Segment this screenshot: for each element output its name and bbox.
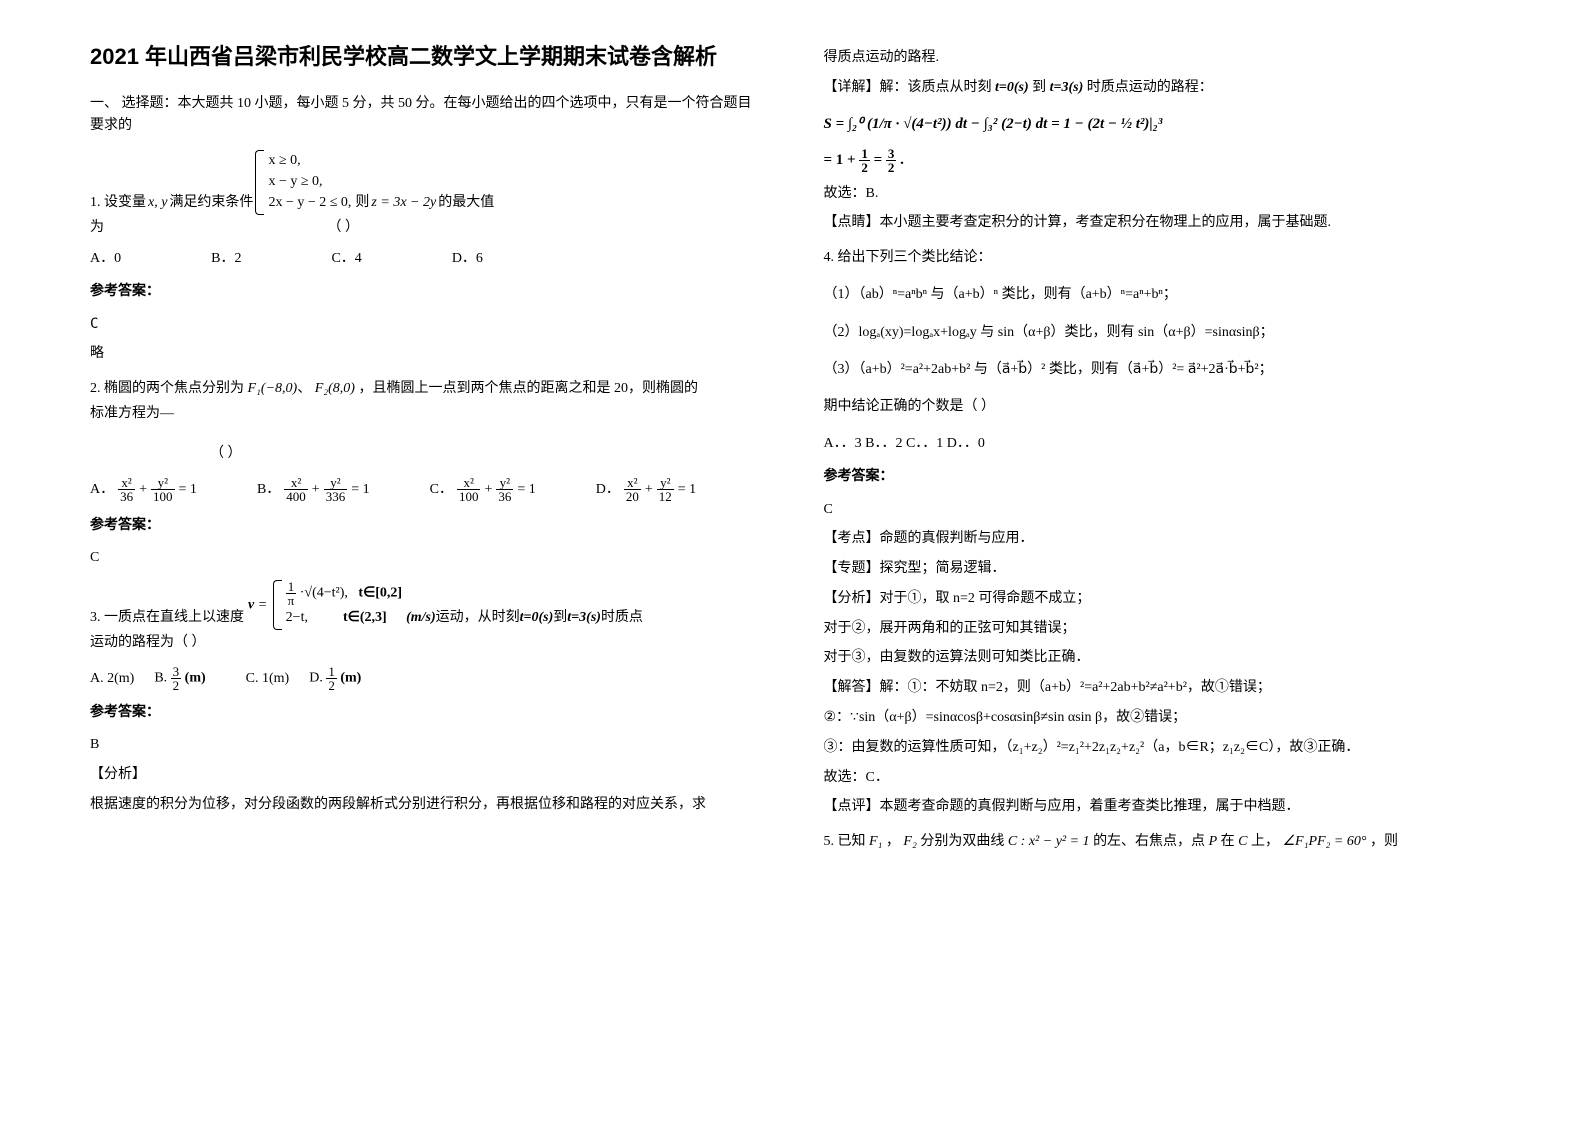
q4-kd: 【考点】命题的真假判断与应用． — [824, 527, 1498, 551]
q2-ans-label: 参考答案： — [90, 513, 764, 538]
q4-jd1: 【解答】解：①：不妨取 n=2，则（a+b）²=a²+2ab+b²≠a²+b²，… — [824, 676, 1498, 700]
q3-opt-d: D. 12 (m) — [309, 665, 361, 692]
q2-opt-c: C． x²100 + y²36 = 1 — [430, 476, 536, 503]
q3-analysis: 根据速度的积分为位移，对分段函数的两段解析式分别进行积分，再根据位移和路程的对应… — [90, 793, 764, 817]
r-line1: 得质点运动的路程. — [824, 46, 1498, 70]
left-column: 2021 年山西省吕梁市利民学校高二数学文上学期期末试卷含解析 一、 选择题：本… — [60, 40, 794, 1082]
q3-analysis-label: 【分析】 — [90, 763, 764, 787]
q4-zt: 【专题】探究型；简易逻辑． — [824, 557, 1498, 581]
q4-p2: （2）logₐ(xy)=logₐx+logₐy 与 sin（α+β）类比，则有 … — [824, 320, 1498, 345]
q3-opt-c: C. 1(m) — [246, 666, 290, 691]
q1-opt-b: B．2 — [211, 246, 241, 271]
q2-options: A． x²36 + y²100 = 1 B． x²400 + y²336 = 1… — [90, 476, 764, 503]
q1-ans-label: 参考答案： — [90, 279, 764, 304]
q3-ans-label: 参考答案： — [90, 700, 764, 725]
q4: 4. 给出下列三个类比结论： （1）（ab）ⁿ=aⁿbⁿ 与（a+b）ⁿ 类比，… — [824, 245, 1498, 819]
q1-opt-a: A．0 — [90, 246, 121, 271]
q1-system: x ≥ 0, x − y ≥ 0, 2x − y − 2 ≤ 0, — [263, 150, 351, 215]
q2-opt-b: B． x²400 + y²336 = 1 — [257, 476, 370, 503]
q1-prefix: 1. 设变量 — [90, 190, 146, 215]
q4-p3: （3）（a+b）²=a²+2ab+b² 与（a⃗+b⃗）² 类比，则有（a⃗+b… — [824, 357, 1498, 382]
r-choose: 故选：B. — [824, 182, 1498, 206]
q4-fx3: 对于③，由复数的运算法则可知类比正确． — [824, 646, 1498, 670]
q3-ans: B — [90, 733, 764, 757]
q3-units: (m/s) — [406, 605, 436, 630]
q1-explain: 略 — [90, 342, 764, 366]
section-1-header: 一、 选择题：本大题共 10 小题，每小题 5 分，共 50 分。在每小题给出的… — [90, 93, 764, 138]
q1-vars: x, y — [148, 190, 167, 215]
q4-opts: A．．3 B．．2 C．．1 D．．0 — [824, 431, 1498, 456]
q3-a: 3. 一质点在直线上以速度 — [90, 605, 244, 630]
q3-b: 运动，从时刻 — [436, 605, 520, 630]
q2-f2: F₂(8,0) — [315, 381, 355, 396]
q4-ask: 期中结论正确的个数是（ ） — [824, 394, 1498, 419]
q4-jd3: ③：由复数的运算性质可知，（z₁+z₂）²=z₁²+2z₁z₂+z₂²（a，b∈… — [824, 736, 1498, 760]
q2-f1: F₁(−8,0) — [248, 381, 298, 396]
right-column: 得质点运动的路程. 【详解】解：该质点从时刻 t=0(s) 到 t=3(s) 时… — [794, 40, 1528, 1082]
q2-b: ，且椭圆上一点到两个焦点的距离之和是 20，则椭圆的 — [358, 381, 698, 396]
q3-options: A. 2(m) B. 32 (m) C. 1(m) D. 12 (m) — [90, 665, 764, 692]
q4-jd4: 故选：C． — [824, 766, 1498, 790]
q1-suf1: 则 — [355, 190, 369, 215]
q1-suf2: 的最大值 — [438, 190, 494, 215]
q2-a: 2. 椭圆的两个焦点分别为 — [90, 381, 244, 396]
q3: 3. 一质点在直线上以速度 v = 1π ·√(4−t²), t∈[0,2] 2… — [90, 580, 764, 817]
q3-opt-b: B. 32 (m) — [154, 665, 205, 692]
q4-fx: 【分析】对于①，取 n=2 可得命题不成立； — [824, 587, 1498, 611]
r-detail: 【详解】解：该质点从时刻 t=0(s) 到 t=3(s) 时质点运动的路程： — [824, 76, 1498, 100]
r-formula2: = 1 + 12 = 32 . — [824, 147, 1498, 174]
q2-opt-d: D． x²20 + y²12 = 1 — [596, 476, 696, 503]
q3-e: 运动的路程为（ ） — [90, 630, 764, 655]
q4-jd2: ②：∵sin（α+β）=sinαcosβ+cosαsinβ≠sin αsin β… — [824, 706, 1498, 730]
q1-opt-d: D．6 — [452, 246, 483, 271]
q3-c: 到 — [553, 605, 567, 630]
q3-piecewise: 1π ·√(4−t²), t∈[0,2] 2−t, t∈(2,3] — [281, 580, 402, 630]
q4-ans: C — [824, 498, 1498, 522]
r-dianping: 【点睛】本小题主要考查定积分的计算，考查定积分在物理上的应用，属于基础题. — [824, 211, 1498, 235]
q3-opt-a: A. 2(m) — [90, 666, 134, 691]
q4-ans-label: 参考答案： — [824, 464, 1498, 489]
q3-d: 时质点 — [601, 605, 643, 630]
q2-ans: C — [90, 546, 764, 570]
q1-line2: 为 — [90, 220, 104, 235]
q1: 1. 设变量 x, y 满足约束条件 x ≥ 0, x − y ≥ 0, 2x … — [90, 150, 764, 366]
q1-ans: C — [90, 313, 764, 337]
q5: 5. 已知 F₁ ， F₂ 分别为双曲线 C : x² − y² = 1 的左、… — [824, 829, 1498, 854]
q2-opt-a: A． x²36 + y²100 = 1 — [90, 476, 197, 503]
doc-title: 2021 年山西省吕梁市利民学校高二数学文上学期期末试卷含解析 — [90, 40, 764, 73]
q3-t3: t=3(s) — [567, 605, 601, 630]
q1-options: A．0 B．2 C．4 D．6 — [90, 246, 764, 271]
q2-paren: （ ） — [210, 441, 764, 466]
q4-dp: 【点评】本题考查命题的真假判断与应用，着重考查类比推理，属于中档题． — [824, 795, 1498, 819]
q4-fx2: 对于②，展开两角和的正弦可知其错误； — [824, 617, 1498, 641]
q1-z: z = 3x − 2y — [371, 190, 436, 215]
q4-p1: （1）（ab）ⁿ=aⁿbⁿ 与（a+b）ⁿ 类比，则有（a+b）ⁿ=aⁿ+bⁿ； — [824, 282, 1498, 307]
q1-opt-c: C．4 — [331, 246, 361, 271]
r-formula1: S = ∫₂⁰ (1/π · √(4−t²)) dt − ∫₃² (2−t) d… — [824, 114, 1498, 133]
q1-paren: （ ） — [328, 220, 360, 235]
q4-stem: 4. 给出下列三个类比结论： — [824, 245, 1498, 270]
q2: 2. 椭圆的两个焦点分别为 F₁(−8,0)、 F₂(8,0) ，且椭圆上一点到… — [90, 376, 764, 570]
q3-t0: t=0(s) — [520, 605, 554, 630]
q1-mid: 满足约束条件 — [169, 190, 253, 215]
q2-c: 标准方程为— — [90, 401, 764, 426]
